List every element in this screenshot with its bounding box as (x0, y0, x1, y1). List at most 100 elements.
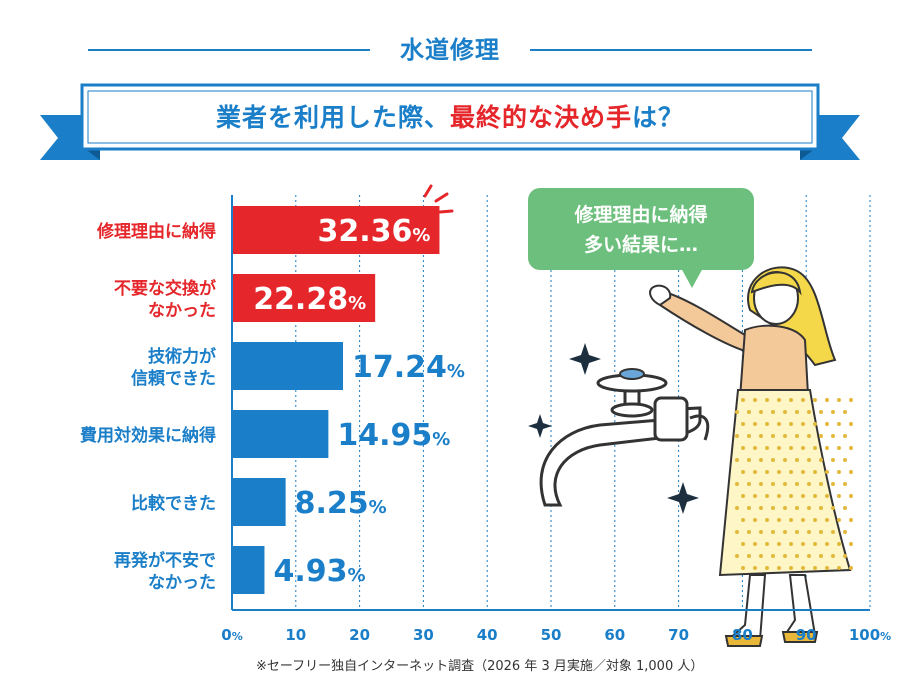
x-tick-label: 100% (849, 626, 891, 644)
skirt-dot (771, 482, 775, 486)
bar (233, 478, 286, 526)
skirt-dot (801, 470, 805, 474)
skirt-dot (849, 542, 853, 546)
skirt-dot (759, 482, 763, 486)
skirt-dot (831, 458, 835, 462)
skirt-dot (843, 482, 847, 486)
skirt-dot (747, 482, 751, 486)
skirt-dot (765, 542, 769, 546)
skirt-dot (813, 542, 817, 546)
skirt-dot (765, 494, 769, 498)
skirt-dot (801, 566, 805, 570)
skirt-dot (849, 566, 853, 570)
skirt-dot (837, 566, 841, 570)
skirt-dot (813, 470, 817, 474)
skirt-dot (783, 434, 787, 438)
speech-bubble-tail (680, 266, 704, 288)
x-tick-label: 60 (604, 626, 625, 644)
skirt-dot (759, 554, 763, 558)
x-tick-label: 50 (541, 626, 562, 644)
footnote: ※セーフリー独自インターネット調査（2026 年 3 月実施／対象 1,000 … (256, 659, 704, 674)
speech-bubble-line-1: 修理理由に納得 (574, 204, 708, 226)
skirt-dot (837, 542, 841, 546)
skirt-dot (747, 554, 751, 558)
bar (233, 410, 329, 458)
skirt-dot (741, 518, 745, 522)
skirt-dot (795, 554, 799, 558)
skirt-dot (771, 458, 775, 462)
skirt-dot (741, 470, 745, 474)
skirt-dot (747, 458, 751, 462)
speech-bubble-line-2: 多い結果に… (583, 234, 698, 256)
skirt-dot (801, 494, 805, 498)
skirt-dot (801, 518, 805, 522)
skirt-dot (741, 566, 745, 570)
skirt-dot (813, 494, 817, 498)
skirt-dot (825, 470, 829, 474)
category-label: 再発が不安でなかった (114, 550, 216, 593)
skirt-dot (747, 434, 751, 438)
x-tick-label: 30 (413, 626, 434, 644)
skirt-dot (765, 518, 769, 522)
skirt-dot (831, 506, 835, 510)
skirt-dot (789, 518, 793, 522)
skirt-dot (789, 542, 793, 546)
skirt-dot (735, 434, 739, 438)
x-tick-label: 80 (732, 626, 753, 644)
skirt-dot (795, 506, 799, 510)
skirt-dot (795, 434, 799, 438)
headline-part2: 最終的な決め手 (449, 103, 632, 132)
skirt-dot (771, 530, 775, 534)
speech-bubble-text: 修理理由に納得 多い結果に… (528, 200, 754, 260)
skirt-dot (777, 446, 781, 450)
skirt-dot (813, 422, 817, 426)
skirt-dot (735, 530, 739, 534)
skirt-dot (837, 494, 841, 498)
skirt-dot (741, 446, 745, 450)
skirt-dot (753, 542, 757, 546)
skirt-dot (777, 494, 781, 498)
skirt-dot (759, 506, 763, 510)
skirt-dot (819, 434, 823, 438)
skirt-dot (765, 398, 769, 402)
skirt-dot (819, 482, 823, 486)
skirt-dot (771, 410, 775, 414)
title-rule-right (530, 49, 812, 51)
skirt-dot (741, 398, 745, 402)
skirt-dot (795, 458, 799, 462)
skirt-dot (813, 518, 817, 522)
skirt-dot (753, 566, 757, 570)
skirt-dot (783, 530, 787, 534)
skirt-dot (735, 482, 739, 486)
skirt-dot (849, 494, 853, 498)
skirt-dot (843, 410, 847, 414)
skirt-dot (807, 530, 811, 534)
bar (233, 546, 265, 594)
bar (233, 342, 343, 390)
skirt-dot (777, 398, 781, 402)
skirt-dot (825, 542, 829, 546)
skirt-dot (807, 554, 811, 558)
skirt-dot (837, 470, 841, 474)
bar-value-label: 8.25% (295, 486, 387, 521)
skirt-dot (741, 542, 745, 546)
x-tick-label: 20 (349, 626, 370, 644)
skirt-dot (795, 482, 799, 486)
skirt-dot (777, 422, 781, 426)
bar (233, 206, 440, 254)
skirt-dot (801, 542, 805, 546)
skirt-dot (777, 518, 781, 522)
skirt-dot (801, 398, 805, 402)
x-tick-label: 70 (668, 626, 689, 644)
skirt-dot (741, 494, 745, 498)
skirt-dot (735, 554, 739, 558)
skirt-dot (765, 470, 769, 474)
skirt-dot (849, 446, 853, 450)
skirt-dot (747, 410, 751, 414)
headline-part3: は？ (632, 103, 685, 132)
skirt-dot (813, 566, 817, 570)
headline: 業者を利用した際、最終的な決め手は？ (88, 98, 812, 134)
bar (233, 274, 376, 322)
skirt-dot (825, 446, 829, 450)
skirt-dot (837, 398, 841, 402)
